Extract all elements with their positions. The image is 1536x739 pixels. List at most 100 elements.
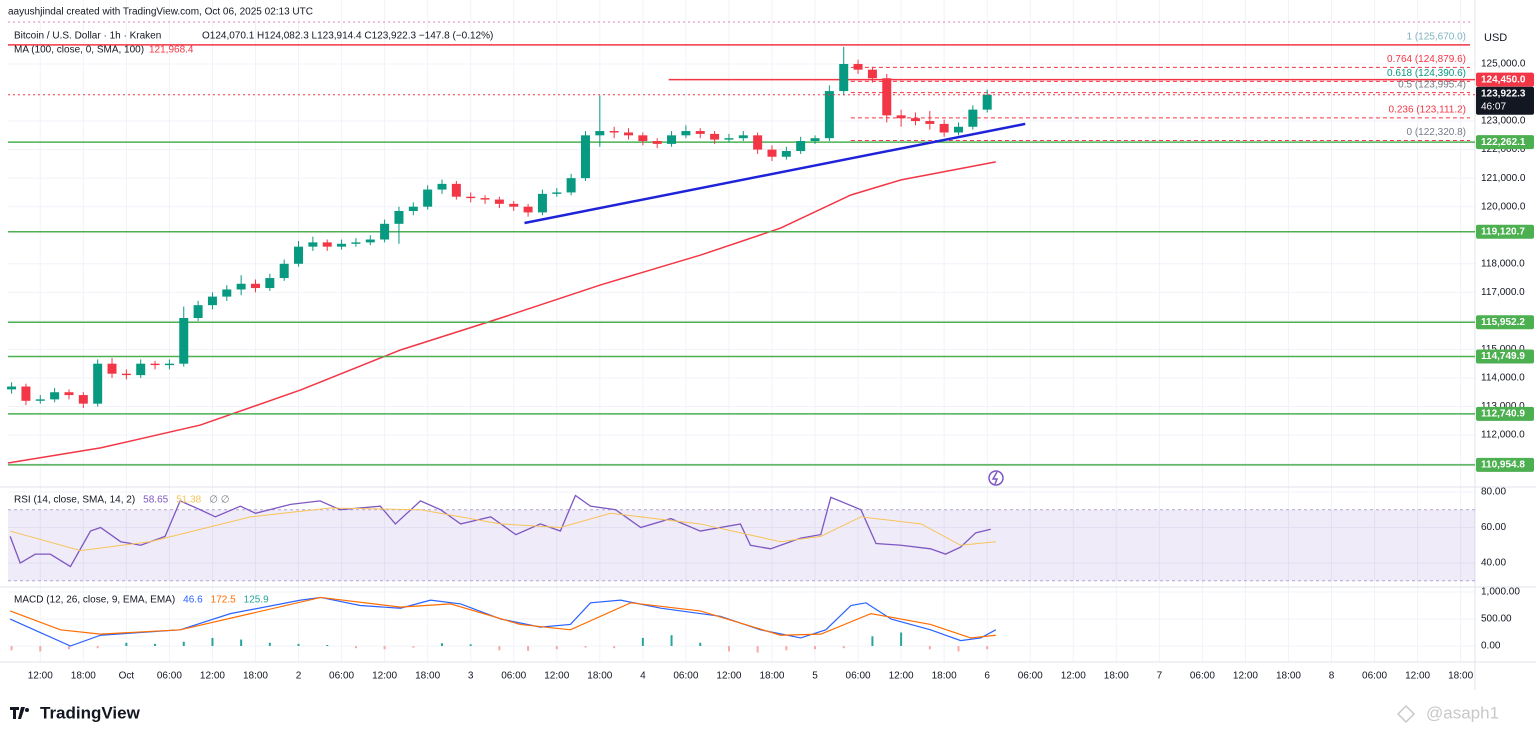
candle-body [437,183,447,190]
x-tick-label: 12:00 [372,671,397,682]
y-tick-label: 125,000.0 [1481,59,1526,70]
candle-body [322,242,332,247]
histogram-bar [785,646,788,651]
candle-body [867,69,877,79]
x-tick-label: 06:00 [329,671,354,682]
histogram-bar [412,646,415,648]
histogram-bar [441,643,444,647]
histogram-bar [240,639,243,647]
candle-body [279,263,289,279]
histogram-bar [957,646,960,652]
candle-body [824,91,834,139]
x-tick-label: 4 [640,671,646,682]
candle-body [781,151,791,157]
pane-legend: MACD (12, 26, close, 9, EMA, EMA) [14,595,175,606]
candle-body [609,131,619,133]
candle-body [552,192,562,194]
x-tick-label: 2 [296,671,302,682]
histogram-bar [555,646,558,650]
pane-legend-value: 46.6 [183,595,203,606]
grid [8,0,1475,662]
y-tick-label: 122,000.0 [1481,144,1526,155]
candle-body [250,283,260,289]
y-tick-label: 112,000.0 [1481,430,1525,441]
x-tick-label: 12:00 [28,671,53,682]
candle-body [738,135,748,139]
histogram-bar [211,637,214,647]
fib-label: 0 (122,320.8) [1407,127,1467,138]
histogram-bar [928,646,931,650]
price-axis-label-bg [1476,315,1534,330]
y-tick-label: 40.00 [1481,558,1506,569]
candle-body [580,135,590,179]
candle-body [265,278,275,289]
price-axis-label: 122,262.1 [1481,137,1526,148]
candle-body [107,363,117,374]
candle-body [136,363,146,376]
x-tick-label: 6 [984,671,990,682]
candle-body [968,109,978,127]
candle-body [810,138,820,142]
candle-body [710,133,720,140]
candle-body [236,283,246,290]
price-axis-label: 115,952.2 [1481,317,1525,328]
candle-body [222,289,232,297]
histogram-bar [39,646,42,652]
x-tick-label: 12:00 [1061,671,1086,682]
price-axis-label-bg [1476,72,1534,87]
fib-label: 0.618 (124,390.6) [1387,68,1466,79]
pane-legend-value: ∅ ∅ [209,495,229,506]
histogram-bar [670,635,673,647]
x-tick-label: 12:00 [716,671,741,682]
snapshot-icon [988,470,1004,486]
candle-body [910,118,920,122]
histogram-bar [727,646,730,652]
candle-body [93,363,103,404]
candle-body [179,318,189,364]
candle-body [337,243,347,247]
x-tick-label: 18:00 [932,671,957,682]
candle-body [638,135,648,142]
x-tick-label: 5 [812,671,818,682]
candle-body [523,206,533,213]
macd-line [9,596,996,639]
x-tick-label: 06:00 [1018,671,1043,682]
price-axis-label: 112,740.9 [1481,409,1525,420]
y-tick-label: 120,000.0 [1481,201,1526,212]
symbol: Bitcoin / U.S. Dollar · 1h · Kraken [14,31,161,42]
candle-body [595,131,605,136]
trendline [524,122,1026,225]
candle-body [294,246,304,264]
y-tick-label: 118,000.0 [1481,258,1525,269]
rsi-line [10,507,996,552]
fib-label: 0.5 (123,995.4) [1398,79,1466,90]
candle-body [724,138,734,140]
histogram-bar [297,643,300,647]
last-price-label: 123,922.3 [1481,88,1526,99]
x-tick-label: 12:00 [1405,671,1430,682]
histogram-bar [699,642,702,647]
candle-body [882,78,892,116]
candle-body [982,94,992,110]
candle-body [537,193,547,213]
candle-body [64,392,74,396]
y-tick-label: 60.00 [1481,522,1506,533]
x-tick-label: 06:00 [157,671,182,682]
candle-body [451,183,461,197]
countdown: 46:07 [1481,101,1506,112]
macd-line [9,596,997,647]
candle-body [753,135,763,150]
x-tick-label: 06:00 [1190,671,1215,682]
x-tick-label: 18:00 [759,671,784,682]
x-tick-label: 18:00 [71,671,96,682]
fib-label: 0.236 (123,111.2) [1389,105,1466,116]
candle-body [466,196,476,199]
candle-body [509,203,519,207]
histogram-bar [986,646,989,650]
candle-body [652,141,662,144]
price-axis-label: 124,450.0 [1481,74,1526,85]
candle-body [624,132,634,136]
y-tick-label: 117,000.0 [1481,287,1525,298]
x-tick-label: 18:00 [243,671,268,682]
candle-body [380,223,390,240]
